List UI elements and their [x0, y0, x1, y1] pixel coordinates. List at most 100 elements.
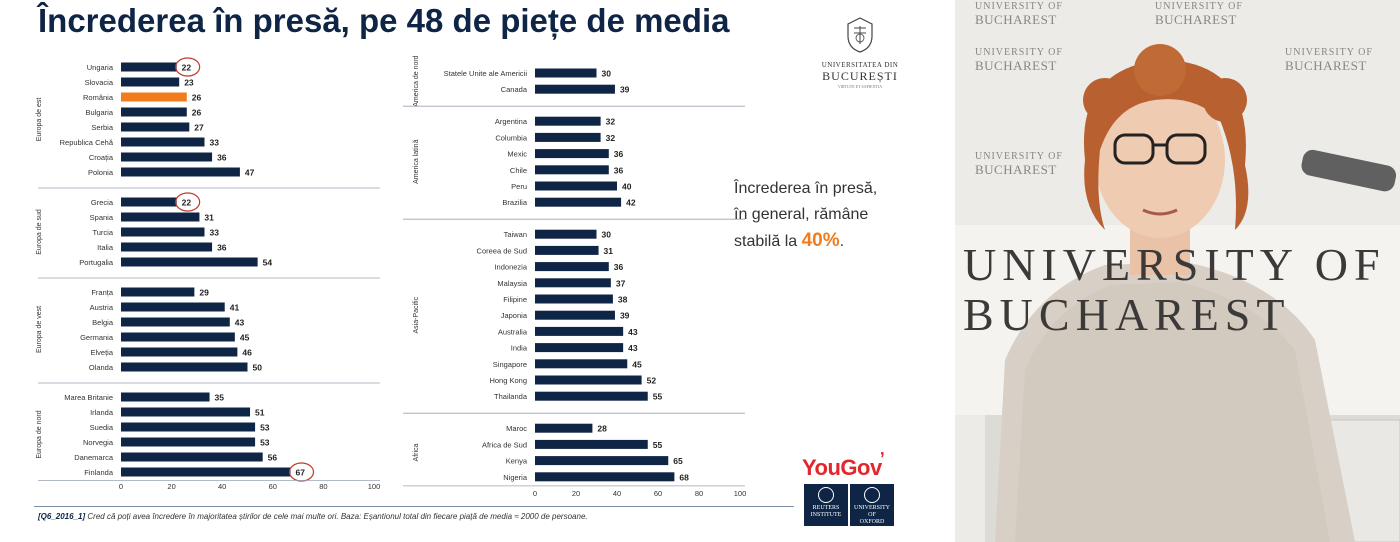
value-label: 51 — [255, 408, 265, 418]
category-label: Belgia — [92, 318, 114, 327]
category-label: Brazilia — [502, 198, 527, 207]
value-label: 45 — [240, 333, 250, 343]
category-label: Serbia — [91, 123, 114, 132]
footnote-text: Cred că poți avea încredere în majoritat… — [87, 512, 588, 521]
callout-prefix: stabilă la — [734, 233, 802, 250]
category-label: Italia — [97, 243, 114, 252]
bar — [535, 423, 593, 433]
speaker-video: UNIVERSITY OF BUCHAREST UNIVERSITY OF BUCH… — [955, 0, 1400, 542]
backdrop-big-line2: BUCHAREST — [963, 289, 1291, 340]
reuters-dot-icon — [818, 487, 834, 503]
bar — [121, 452, 263, 462]
bar — [121, 92, 187, 102]
value-label: 32 — [606, 133, 616, 143]
bar — [535, 391, 648, 401]
category-label: Finlanda — [84, 468, 114, 477]
reuters-line1: REUTERS — [812, 505, 840, 511]
unibuc-line3: VIRTUTE ET SAPIENTIA — [837, 84, 883, 89]
category-label: Filipine — [503, 295, 527, 304]
tick-label: 100 — [734, 489, 747, 498]
watermark-2-line1: UNIVERSITY OF — [1155, 1, 1243, 12]
category-label: Franța — [91, 288, 114, 297]
yougov-logo: YouGovʼ — [802, 449, 886, 481]
bar — [535, 84, 615, 94]
callout-suffix: . — [839, 233, 845, 250]
category-label: Africa de Sud — [482, 440, 527, 449]
category-label: India — [511, 344, 528, 353]
callout-highlight: 40% — [801, 230, 840, 251]
bar — [535, 359, 628, 369]
category-label: Polonia — [88, 168, 114, 177]
bar — [535, 116, 601, 126]
watermark-4-line2: BUCHAREST — [1285, 58, 1367, 73]
value-label: 36 — [217, 243, 227, 253]
category-label: Ungaria — [87, 63, 114, 72]
value-label: 47 — [245, 168, 255, 178]
bar — [535, 326, 624, 336]
category-label: Taiwan — [504, 230, 527, 239]
bar — [535, 456, 669, 466]
oxford-logo: UNIVERSITY OF OXFORD — [850, 484, 894, 526]
category-label: Maroc — [506, 424, 527, 433]
value-label: 54 — [263, 258, 273, 268]
tick-label: 60 — [269, 482, 277, 491]
value-label: 37 — [616, 278, 626, 288]
yougov-text: YouGov — [802, 455, 882, 480]
value-label: 56 — [268, 453, 278, 463]
group-label: Europa de nord — [36, 410, 43, 458]
bar — [535, 375, 642, 385]
category-label: Columbia — [495, 133, 528, 142]
bar — [121, 392, 210, 402]
bar — [535, 294, 613, 304]
tick-label: 80 — [695, 489, 703, 498]
bar — [121, 407, 251, 417]
highlight-circle — [175, 57, 201, 77]
category-label: Argentina — [495, 117, 528, 126]
tick-label: 20 — [167, 482, 175, 491]
bar — [121, 362, 248, 372]
bar — [535, 197, 622, 207]
category-label: Croația — [89, 153, 114, 162]
value-label: 29 — [199, 288, 209, 298]
value-label: 39 — [620, 311, 630, 321]
unibuc-line1: UNIVERSITATEA DIN — [821, 61, 899, 69]
bar — [535, 132, 601, 142]
value-label: 42 — [626, 198, 636, 208]
value-label: 39 — [620, 85, 630, 95]
group-label: Europa de sud — [36, 209, 43, 255]
bar — [535, 310, 615, 320]
category-label: Peru — [511, 182, 527, 191]
category-label: Chile — [510, 166, 527, 175]
bar — [535, 472, 675, 482]
watermark-2: UNIVERSITY OF BUCHAREST — [1155, 0, 1243, 26]
watermark-5: UNIVERSITY OF BUCHAREST — [975, 150, 1063, 176]
bar — [121, 197, 177, 207]
value-label: 35 — [215, 393, 225, 403]
watermark-3-line2: BUCHAREST — [975, 58, 1057, 73]
value-label: 26 — [192, 108, 202, 118]
value-label: 36 — [614, 165, 624, 175]
footnote-divider — [34, 506, 794, 507]
value-label: 26 — [192, 93, 202, 103]
bar — [121, 257, 258, 267]
highlight-circle — [288, 462, 315, 482]
value-label: 31 — [604, 246, 614, 256]
category-label: Australia — [498, 327, 528, 336]
bar — [535, 343, 624, 353]
watermark-3: UNIVERSITY OF BUCHAREST — [975, 46, 1063, 72]
tick-label: 100 — [368, 482, 381, 491]
bar — [121, 317, 230, 327]
value-label: 31 — [204, 213, 214, 223]
category-label: Grecia — [91, 198, 114, 207]
category-label: Germania — [80, 333, 114, 342]
category-label: Indonezia — [494, 263, 527, 272]
category-label: Portugalia — [79, 258, 114, 267]
category-label: Turcia — [92, 228, 113, 237]
category-label: Kenya — [506, 457, 528, 466]
bar — [121, 62, 177, 72]
tick-label: 0 — [119, 482, 123, 491]
value-label: 43 — [235, 318, 245, 328]
tick-label: 40 — [613, 489, 621, 498]
watermark-4: UNIVERSITY OF BUCHAREST — [1285, 46, 1373, 72]
value-label: 22 — [182, 63, 192, 73]
